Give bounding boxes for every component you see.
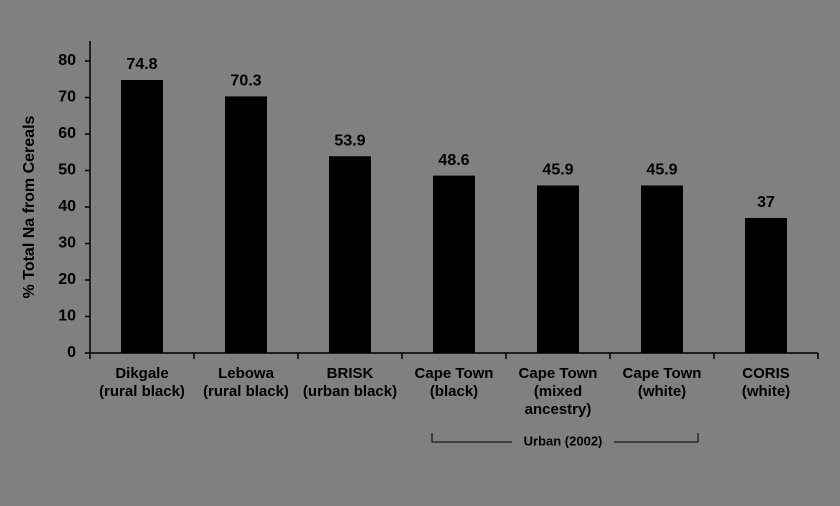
x-tick-label: (black) [430,383,478,400]
x-tick-label: Cape Town [415,365,494,382]
bar [641,185,683,353]
value-label: 37 [757,194,775,211]
x-tick-label: CORIS [742,365,790,382]
x-tick-label: BRISK [327,365,374,382]
bar [121,79,163,353]
y-tick-label: 20 [58,271,76,288]
x-tick-label: Lebowa [218,365,274,382]
bar [433,175,475,353]
x-tick-label: (mixed [534,383,582,400]
y-tick-label: 30 [58,235,76,252]
annotation: Urban (2002) [524,433,603,448]
x-tick-label: Dikgale [115,365,168,382]
x-tick-label: (rural black) [99,383,185,400]
value-label: 45.9 [542,162,573,179]
x-tick-label: (rural black) [203,383,289,400]
y-tick-label: 10 [58,308,76,325]
x-tick-label: (white) [638,383,686,400]
y-tick-label: 60 [58,125,76,142]
y-axis-label: % Total Na from Cereals [21,115,38,298]
y-tick-label: 70 [58,89,76,106]
value-label: 74.8 [126,56,157,73]
bar [537,185,579,353]
y-tick-label: 50 [58,162,76,179]
bar [329,156,371,353]
x-tick-label: (white) [742,383,790,400]
value-label: 45.9 [646,162,677,179]
bar [745,217,787,353]
x-tick-label: ancestry) [525,401,592,418]
value-label: 53.9 [334,132,365,149]
value-label: 48.6 [438,152,469,169]
bracket-gap [512,432,614,450]
x-tick-label: Cape Town [623,365,702,382]
y-tick-label: 80 [58,52,76,69]
value-label: 70.3 [230,73,261,90]
bar [225,96,267,353]
x-tick-label: (urban black) [303,383,397,400]
x-tick-label: Cape Town [519,365,598,382]
y-tick-label: 0 [67,344,76,361]
y-tick-label: 40 [58,198,76,215]
